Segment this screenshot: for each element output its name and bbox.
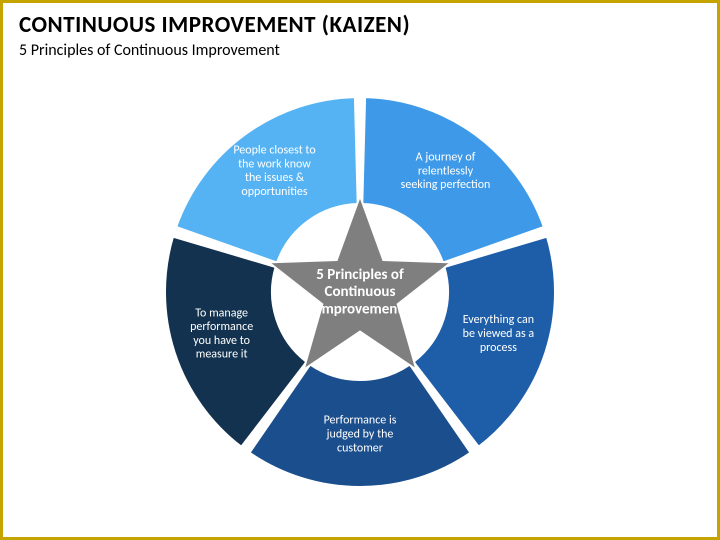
header: CONTINUOUS IMPROVEMENT (KAIZEN) 5 Princi… <box>3 3 717 62</box>
kaizen-radial-diagram: A journey ofrelentlesslyseeking perfecti… <box>150 82 570 502</box>
center-label: 5 Principles ofContinuousImprovement <box>316 266 404 319</box>
diagram-container: A journey ofrelentlesslyseeking perfecti… <box>3 62 717 522</box>
segment-label-seg5: People closest tothe work knowthe issues… <box>233 144 315 199</box>
page-subtitle: 5 Principles of Continuous Improvement <box>19 41 701 60</box>
slide-frame: CONTINUOUS IMPROVEMENT (KAIZEN) 5 Princi… <box>0 0 720 540</box>
segment-label-seg4: To manageperformanceyou have tomeasure i… <box>190 306 253 361</box>
page-title: CONTINUOUS IMPROVEMENT (KAIZEN) <box>19 11 701 39</box>
